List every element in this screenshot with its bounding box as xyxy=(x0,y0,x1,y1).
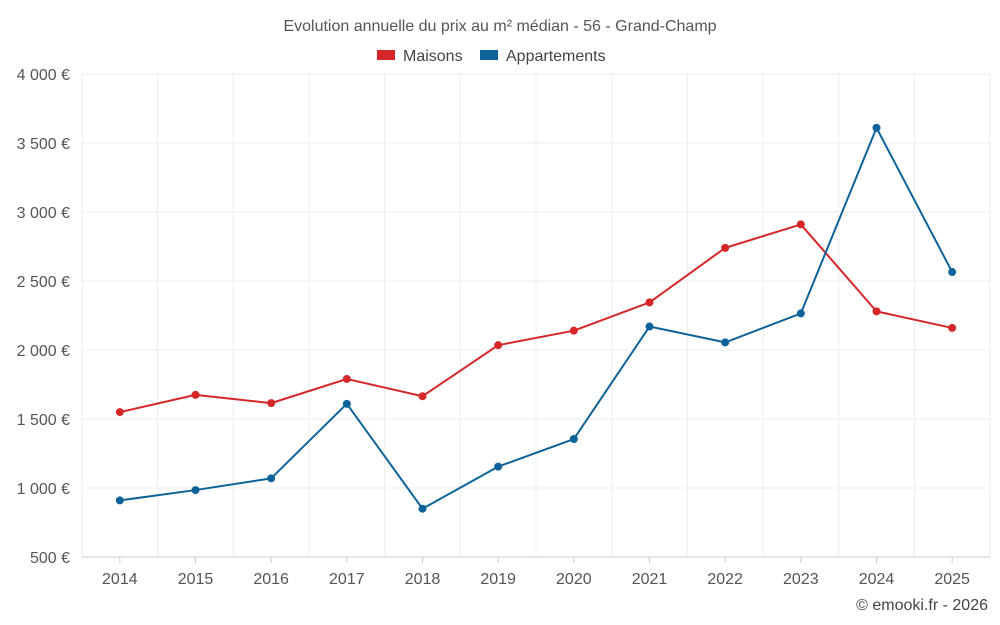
data-point-maisons-2014 xyxy=(115,408,124,417)
series-line-maisons xyxy=(119,223,953,414)
x-tick-label-2025: 2025 xyxy=(934,571,970,588)
y-tick-label-2500: 2 500 € xyxy=(17,274,70,291)
data-point-appartements-2022 xyxy=(721,338,730,347)
data-point-appartements-2014 xyxy=(115,496,124,505)
data-point-maisons-2015 xyxy=(191,390,200,399)
y-tick-label-4000: 4 000 € xyxy=(17,67,70,84)
y-tick-label-500: 500 € xyxy=(30,550,70,567)
data-point-appartements-2017 xyxy=(342,399,351,408)
data-point-appartements-2020 xyxy=(569,435,578,444)
data-point-maisons-2018 xyxy=(418,392,427,401)
data-point-appartements-2024 xyxy=(872,123,881,132)
y-tick-label-3500: 3 500 € xyxy=(17,136,70,153)
data-point-appartements-2023 xyxy=(796,309,805,318)
x-tick-label-2014: 2014 xyxy=(102,571,138,588)
legend: Maisons Appartements xyxy=(377,48,606,65)
x-tick-label-2015: 2015 xyxy=(178,571,214,588)
data-point-maisons-2019 xyxy=(494,341,503,350)
data-point-maisons-2024 xyxy=(872,307,881,316)
data-point-maisons-2016 xyxy=(267,399,276,408)
x-tick-label-2018: 2018 xyxy=(405,571,441,588)
data-point-appartements-2018 xyxy=(418,504,427,513)
chart-title: Evolution annuelle du prix au m² médian … xyxy=(283,18,716,35)
x-tick-label-2021: 2021 xyxy=(632,571,668,588)
y-tick-label-1500: 1 500 € xyxy=(17,412,70,429)
legend-swatch-appartements xyxy=(480,50,498,60)
y-tick-label-1000: 1 000 € xyxy=(17,481,70,498)
series-line-appartements xyxy=(119,126,954,510)
legend-label-appartements: Appartements xyxy=(506,48,606,65)
data-point-maisons-2023 xyxy=(796,220,805,229)
y-tick-label-3000: 3 000 € xyxy=(17,205,70,222)
x-tick-label-2022: 2022 xyxy=(707,571,743,588)
x-tick-label-2020: 2020 xyxy=(556,571,592,588)
data-point-appartements-2019 xyxy=(494,462,503,471)
x-tick-label-2024: 2024 xyxy=(859,571,895,588)
credit-text: © emooki.fr - 2026 xyxy=(856,597,988,614)
axes: 500 € 1 000 € 1 500 € 2 000 € 2 500 € 3 000 €… xyxy=(17,67,990,588)
data-point-maisons-2021 xyxy=(645,298,654,307)
data-point-appartements-2015 xyxy=(191,486,200,495)
series-layer xyxy=(115,123,957,513)
data-point-maisons-2022 xyxy=(721,243,730,252)
data-point-maisons-2020 xyxy=(569,326,578,335)
data-point-maisons-2025 xyxy=(948,323,957,332)
data-point-maisons-2017 xyxy=(342,374,351,383)
legend-label-maisons: Maisons xyxy=(403,48,463,65)
data-point-appartements-2021 xyxy=(645,322,654,331)
x-tick-label-2019: 2019 xyxy=(480,571,516,588)
legend-swatch-maisons xyxy=(377,50,395,60)
x-tick-label-2017: 2017 xyxy=(329,571,365,588)
x-tick-label-2023: 2023 xyxy=(783,571,819,588)
data-point-appartements-2016 xyxy=(267,474,276,483)
x-tick-label-2016: 2016 xyxy=(253,571,289,588)
y-tick-label-2000: 2 000 € xyxy=(17,343,70,360)
grid xyxy=(81,73,991,557)
data-point-appartements-2025 xyxy=(948,268,957,277)
